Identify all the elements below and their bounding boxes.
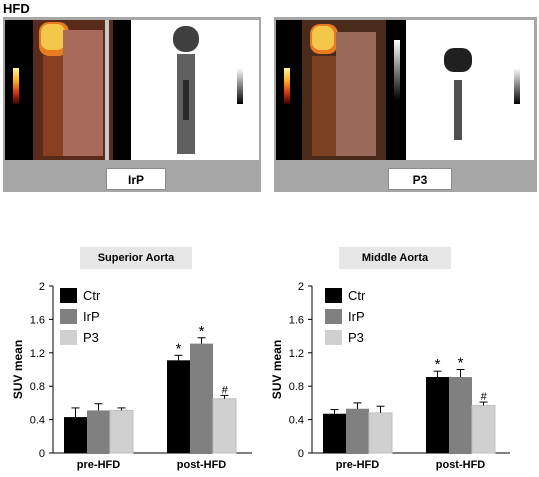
pet-ct-image-left — [5, 20, 259, 160]
image-label-irp: IrP — [106, 168, 166, 190]
significance-marker: * — [199, 323, 205, 340]
legend-swatch — [60, 288, 77, 303]
legend-label: IrP — [348, 309, 365, 324]
significance-marker: * — [458, 355, 464, 372]
significance-marker: * — [435, 356, 441, 373]
bar — [323, 413, 346, 453]
y-tick-label: 1.2 — [289, 348, 304, 360]
legend-label: Ctr — [348, 288, 366, 303]
bar — [190, 343, 213, 453]
y-tick-label: 1.6 — [30, 314, 45, 326]
figure-label: HFD — [3, 1, 30, 16]
legend-swatch — [60, 330, 77, 345]
legend-swatch — [325, 309, 342, 324]
x-category-label: pre-HFD — [336, 459, 379, 471]
chart-title-superior-aorta: Superior Aorta — [80, 247, 192, 269]
y-tick-label: 1.6 — [289, 314, 304, 326]
bar — [449, 377, 472, 453]
legend-label: Ctr — [83, 288, 101, 303]
image-label-p3: P3 — [388, 168, 452, 190]
legend-label: IrP — [83, 309, 100, 324]
bar — [212, 398, 237, 454]
significance-marker: * — [176, 340, 182, 357]
y-tick-label: 0.4 — [30, 415, 45, 427]
y-tick-label: 0 — [298, 448, 304, 460]
y-tick-label: 1.2 — [30, 348, 45, 360]
bar — [346, 408, 369, 453]
pet-ct-scan-right — [276, 20, 534, 160]
pet-ct-scan-left — [5, 20, 259, 160]
bar — [109, 409, 134, 454]
y-axis-label: SUV mean — [11, 340, 25, 399]
y-tick-label: 0.8 — [30, 381, 45, 393]
bar — [471, 404, 496, 454]
y-tick-label: 0.4 — [289, 415, 304, 427]
y-tick-label: 2 — [298, 281, 304, 293]
significance-marker: # — [480, 391, 487, 403]
legend-label: P3 — [348, 330, 364, 345]
y-tick-label: 0 — [39, 448, 45, 460]
bar — [368, 412, 393, 454]
legend-swatch — [325, 330, 342, 345]
legend-swatch — [325, 288, 342, 303]
legend-label: P3 — [83, 330, 99, 345]
pet-ct-image-right — [276, 20, 534, 160]
bar — [167, 360, 190, 453]
legend-swatch — [60, 309, 77, 324]
y-axis-label: SUV mean — [270, 340, 284, 399]
bar — [64, 417, 87, 453]
bar — [426, 377, 449, 453]
y-tick-label: 2 — [39, 281, 45, 293]
bar — [87, 410, 110, 453]
x-category-label: post-HFD — [177, 459, 227, 471]
x-category-label: pre-HFD — [77, 459, 120, 471]
y-tick-label: 0.8 — [289, 381, 304, 393]
chart-title-middle-aorta: Middle Aorta — [339, 247, 451, 269]
significance-marker: # — [221, 384, 228, 396]
x-category-label: post-HFD — [436, 459, 486, 471]
